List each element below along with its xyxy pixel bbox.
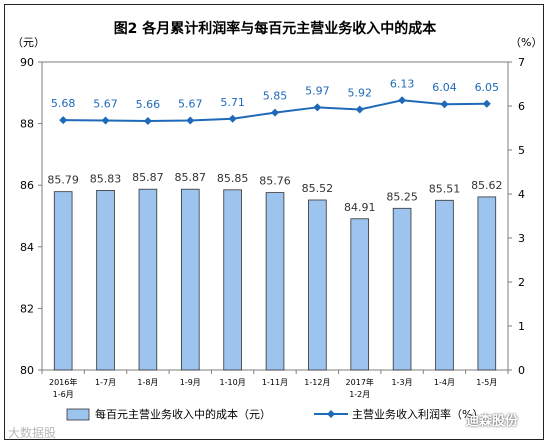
line-point [355, 105, 364, 114]
legend-line-label: 主营业务收入利润率（%） [352, 407, 483, 421]
bar-value-label: 85.25 [386, 190, 418, 203]
legend-bar-swatch [66, 408, 90, 421]
left-tick-label: 86 [20, 179, 34, 192]
left-tick-label: 88 [20, 118, 34, 131]
line-value-label: 5.85 [263, 90, 288, 103]
bar-value-label: 85.52 [302, 182, 334, 195]
left-tick-label: 84 [20, 241, 34, 254]
legend-bar-label: 每百元主营业务收入中的成本（元） [95, 407, 271, 421]
line-value-label: 5.67 [178, 98, 203, 111]
line-point [101, 116, 110, 125]
x-tick-label: 1-5月 [476, 378, 497, 387]
line-value-label: 6.04 [432, 81, 457, 94]
left-tick-label: 80 [20, 364, 34, 377]
line-value-label: 5.66 [136, 98, 161, 111]
line-point [143, 116, 152, 125]
bar [223, 189, 242, 371]
bar-value-label: 84.91 [344, 201, 376, 214]
bar [53, 191, 73, 371]
bar-value-label: 85.87 [175, 171, 207, 184]
line-value-label: 5.92 [347, 87, 372, 100]
line-value-label: 5.68 [51, 97, 76, 110]
line-point [271, 108, 279, 117]
legend-line-marker [327, 410, 335, 418]
x-tick-label: 2017年 [346, 377, 374, 387]
bar [308, 199, 327, 371]
bar [392, 207, 412, 371]
line-point [186, 116, 195, 125]
bar [96, 190, 115, 371]
line-value-label: 5.71 [220, 96, 245, 109]
x-tick-label: 1-9月 [180, 378, 201, 387]
line-point [398, 96, 407, 105]
x-tick-label: 1-2月 [349, 390, 370, 399]
bar-value-label: 85.62 [471, 179, 503, 192]
right-tick-label: 5 [518, 144, 525, 157]
bar-value-label: 85.87 [132, 171, 164, 184]
bar [435, 199, 454, 371]
bar [265, 192, 285, 371]
right-tick-label: 3 [518, 232, 525, 245]
right-tick-label: 7 [518, 56, 525, 69]
line-point [228, 114, 237, 123]
right-tick-label: 2 [518, 276, 525, 289]
left-tick-label: 82 [20, 302, 34, 315]
bar [138, 188, 158, 371]
line-value-label: 6.05 [475, 81, 500, 94]
line-value-label: 5.67 [93, 98, 118, 111]
bar-value-label: 85.51 [429, 182, 461, 195]
chart-frame [4, 4, 544, 440]
right-tick-label: 1 [518, 320, 525, 333]
bar-value-label: 85.83 [90, 172, 122, 185]
bar [180, 188, 200, 371]
x-tick-label: 1-12月 [304, 378, 330, 387]
line-value-label: 6.13 [390, 77, 415, 90]
bar [477, 196, 497, 371]
right-axis-unit: （%） [510, 36, 542, 49]
watermark-right: 迪森股份 [466, 414, 519, 429]
x-tick-label: 1-11月 [262, 378, 288, 387]
line-point [482, 99, 491, 108]
right-tick-label: 0 [518, 364, 525, 377]
line-value-label: 5.97 [305, 84, 330, 97]
right-tick-label: 6 [518, 100, 525, 113]
line-point [440, 100, 449, 109]
x-tick-label: 1-7月 [95, 378, 116, 387]
x-tick-label: 1-4月 [434, 378, 455, 387]
bar-value-label: 85.79 [47, 174, 79, 187]
line-point [59, 116, 68, 125]
x-tick-label: 1-6月 [53, 390, 74, 399]
chart-title: 图2 各月累计利润率与每百元主营业务收入中的成本 [114, 20, 438, 37]
left-tick-label: 90 [20, 56, 34, 69]
x-tick-label: 2016年 [49, 377, 77, 387]
x-tick-label: 1-10月 [220, 378, 246, 387]
bar [350, 218, 370, 371]
right-tick-label: 4 [518, 188, 525, 201]
bar-value-label: 85.76 [259, 175, 291, 188]
watermark-left: 大数据股 [8, 426, 57, 440]
x-tick-label: 1-8月 [137, 378, 158, 387]
line-point [313, 103, 322, 112]
bar-value-label: 85.85 [217, 172, 249, 185]
left-axis-unit: （元） [12, 36, 45, 49]
x-tick-label: 1-3月 [392, 378, 413, 387]
